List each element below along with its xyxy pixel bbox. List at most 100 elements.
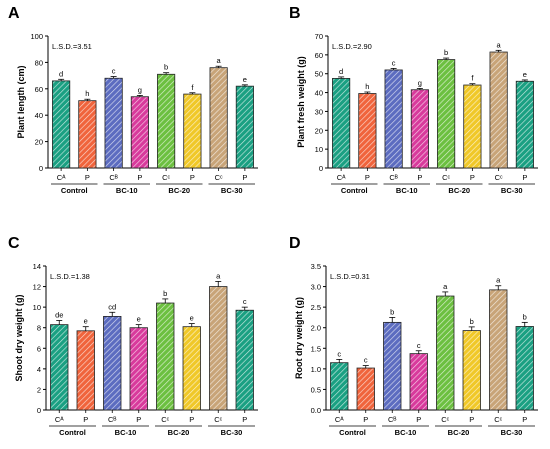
y-tick-label: 2 bbox=[37, 385, 41, 394]
significance-letter: b bbox=[470, 317, 474, 326]
significance-letter: b bbox=[523, 312, 527, 321]
x-tick-label: P bbox=[416, 415, 421, 424]
bar bbox=[235, 309, 254, 411]
y-axis-label: Plant length (cm) bbox=[16, 65, 26, 138]
y-tick-label: 40 bbox=[35, 111, 43, 120]
x-tick-label: Cᶜ bbox=[215, 173, 223, 182]
bar bbox=[330, 362, 349, 411]
significance-letter: b bbox=[163, 289, 167, 298]
x-tick-label: P bbox=[190, 173, 195, 182]
x-tick-label: Cᴮ bbox=[389, 173, 398, 182]
group-label: BC-10 bbox=[116, 186, 138, 195]
bar bbox=[462, 330, 481, 411]
y-tick-label: 1.0 bbox=[311, 365, 321, 374]
bar bbox=[436, 295, 455, 411]
significance-letter: e bbox=[243, 75, 247, 84]
bar bbox=[157, 73, 176, 169]
bar bbox=[156, 302, 175, 411]
panel-label: A bbox=[8, 5, 20, 22]
bar bbox=[209, 67, 228, 169]
y-tick-label: 14 bbox=[33, 262, 41, 271]
significance-letter: d bbox=[339, 67, 343, 76]
y-axis-label: Shoot dry weight (g) bbox=[14, 295, 24, 382]
y-tick-label: 80 bbox=[35, 58, 43, 67]
x-tick-label: Cᴮ bbox=[109, 173, 118, 182]
y-tick-label: 6 bbox=[37, 344, 41, 353]
significance-letter: f bbox=[471, 74, 474, 83]
significance-letter: f bbox=[191, 83, 194, 92]
significance-letter: h bbox=[85, 89, 89, 98]
y-tick-label: 20 bbox=[35, 138, 43, 147]
y-tick-label: 40 bbox=[315, 89, 323, 98]
bar bbox=[410, 89, 429, 169]
lsd-label: L.S.D.=2.90 bbox=[332, 42, 372, 51]
significance-letter: b bbox=[164, 63, 168, 72]
x-tick-label: P bbox=[417, 173, 422, 182]
group-label: BC-30 bbox=[501, 186, 523, 195]
bar bbox=[358, 93, 377, 169]
x-tick-label: Cᶜ bbox=[161, 415, 169, 424]
y-tick-label: 20 bbox=[315, 126, 323, 135]
significance-letter: g bbox=[138, 85, 142, 94]
significance-letter: e bbox=[523, 70, 527, 79]
significance-letter: c bbox=[392, 58, 396, 67]
group-label: BC-20 bbox=[168, 428, 190, 437]
significance-letter: c bbox=[417, 341, 421, 350]
y-tick-label: 0.5 bbox=[311, 385, 321, 394]
bar bbox=[332, 78, 351, 169]
x-tick-label: P bbox=[470, 173, 475, 182]
x-tick-label: P bbox=[189, 415, 194, 424]
significance-letter: e bbox=[84, 317, 88, 326]
significance-letter: a bbox=[497, 40, 502, 49]
x-tick-label: P bbox=[136, 415, 141, 424]
y-tick-label: 2.0 bbox=[311, 324, 321, 333]
y-axis-label: Plant fresh weight (g) bbox=[296, 56, 306, 148]
y-tick-label: 3.0 bbox=[311, 283, 321, 292]
x-tick-label: P bbox=[137, 173, 142, 182]
bar bbox=[515, 80, 534, 169]
x-tick-label: P bbox=[365, 173, 370, 182]
significance-letter: c bbox=[112, 67, 116, 76]
y-tick-label: 0 bbox=[37, 406, 41, 415]
x-tick-label: Cᶜ bbox=[494, 415, 502, 424]
bar bbox=[76, 330, 95, 411]
significance-letter: c bbox=[337, 349, 341, 358]
bar bbox=[103, 315, 122, 411]
panel-label: C bbox=[8, 235, 20, 252]
y-tick-label: 60 bbox=[315, 51, 323, 60]
bar bbox=[182, 326, 201, 411]
y-tick-label: 30 bbox=[315, 107, 323, 116]
x-tick-label: P bbox=[522, 415, 527, 424]
bar bbox=[209, 286, 228, 411]
significance-letter: b bbox=[390, 307, 394, 316]
significance-letter: a bbox=[216, 271, 221, 280]
x-tick-label: Cᴮ bbox=[108, 415, 117, 424]
panel-c: C 0 2 4 6 8 10 12 14 Shoot dry weight (g) L.S.D.=1… bbox=[8, 235, 258, 437]
bar bbox=[489, 51, 508, 169]
group-label: BC-20 bbox=[448, 186, 470, 195]
y-tick-label: 2.5 bbox=[311, 303, 321, 312]
x-tick-label: Cᴬ bbox=[55, 415, 64, 424]
x-tick-label: P bbox=[242, 173, 247, 182]
group-label: BC-20 bbox=[168, 186, 190, 195]
x-tick-label: Cᴬ bbox=[337, 173, 346, 182]
y-tick-label: 12 bbox=[33, 283, 41, 292]
bar bbox=[129, 327, 148, 411]
y-tick-label: 10 bbox=[33, 303, 41, 312]
x-tick-label: Cᴮ bbox=[388, 415, 397, 424]
significance-letter: d bbox=[59, 69, 63, 78]
group-label: BC-10 bbox=[395, 428, 417, 437]
y-tick-label: 3.5 bbox=[311, 262, 321, 271]
bar bbox=[489, 289, 508, 411]
bar bbox=[463, 84, 482, 169]
significance-letter: h bbox=[365, 82, 369, 91]
y-tick-label: 0 bbox=[319, 164, 323, 173]
bar bbox=[104, 77, 123, 169]
significance-letter: a bbox=[496, 276, 501, 285]
significance-letter: e bbox=[190, 314, 194, 323]
significance-letter: de bbox=[55, 311, 63, 320]
lsd-label: L.S.D.=0.31 bbox=[330, 272, 370, 281]
bar bbox=[356, 367, 375, 411]
